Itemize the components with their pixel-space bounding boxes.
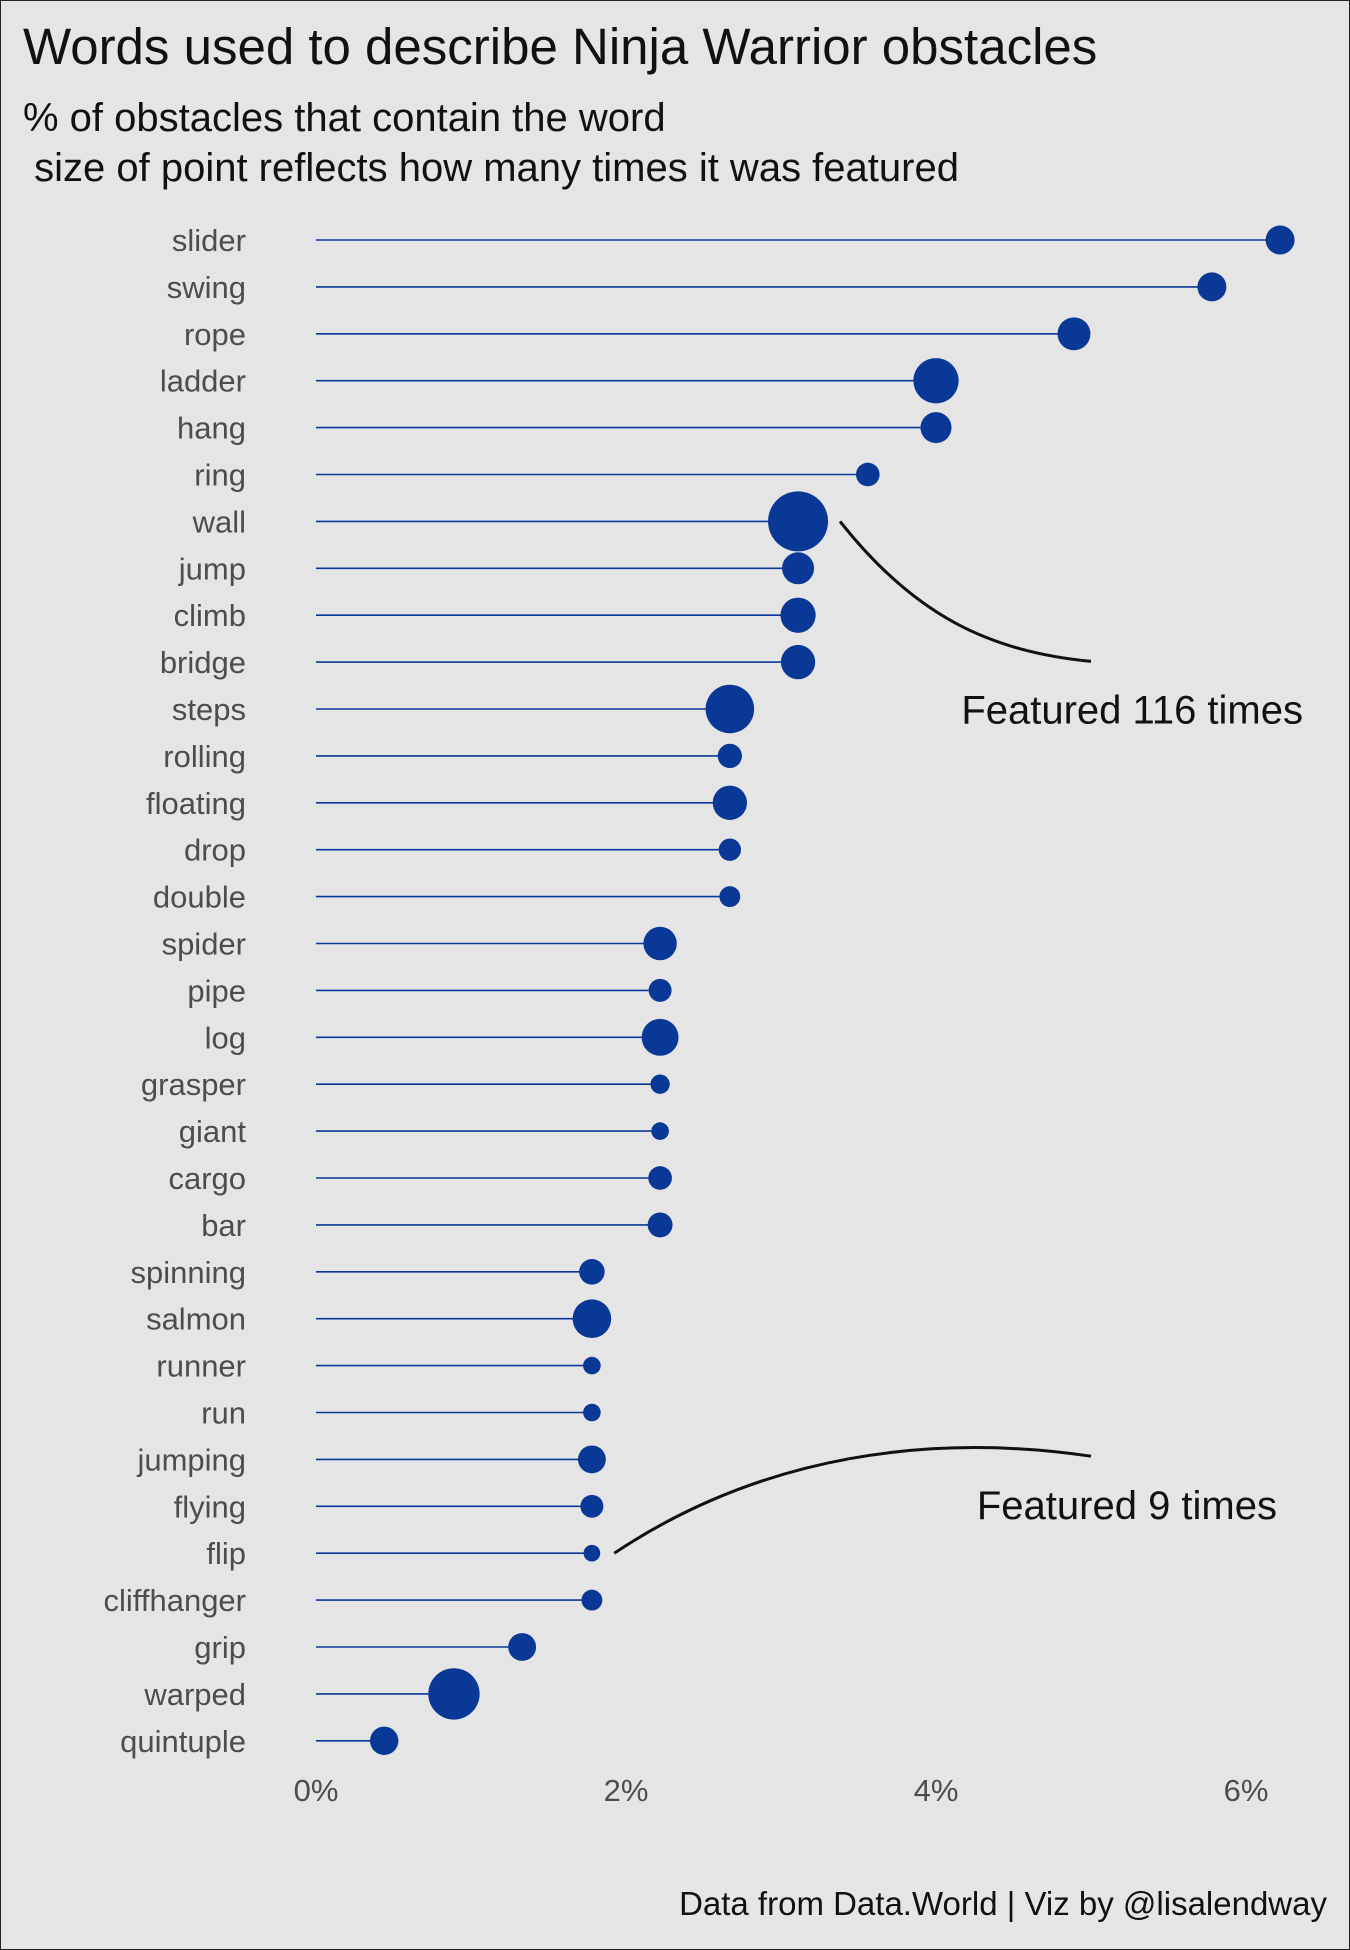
- x-tick-label: 6%: [1224, 1773, 1269, 1808]
- annotation-label: Featured 9 times: [977, 1484, 1277, 1528]
- category-label: warped: [143, 1677, 246, 1712]
- category-label: climb: [174, 598, 246, 633]
- lollipop-point: [782, 552, 815, 585]
- category-label: flip: [206, 1536, 246, 1571]
- lollipop-point: [855, 462, 880, 487]
- category-label: drop: [184, 833, 246, 868]
- lollipop-point: [583, 1544, 601, 1562]
- category-label: swing: [167, 270, 246, 305]
- category-label: grip: [194, 1630, 246, 1665]
- lollipop-point: [428, 1668, 480, 1720]
- category-label: ladder: [160, 364, 246, 399]
- category-label: log: [205, 1020, 246, 1055]
- lollipop-point: [369, 1726, 399, 1756]
- lollipop-point: [768, 491, 829, 552]
- category-label: ring: [194, 458, 246, 493]
- lollipop-point: [641, 1018, 679, 1056]
- lollipop-point: [1197, 272, 1227, 302]
- category-label: jumping: [136, 1442, 246, 1477]
- category-label: floating: [146, 786, 246, 821]
- category-label: run: [201, 1396, 246, 1431]
- lollipop-point: [651, 1122, 669, 1140]
- category-label: giant: [179, 1114, 247, 1149]
- chart-subtitle: % of obstacles that contain the word siz…: [23, 96, 959, 190]
- category-label: rope: [184, 317, 246, 352]
- lollipop-point: [780, 597, 816, 633]
- category-label: pipe: [187, 973, 246, 1008]
- category-label: quintuple: [120, 1724, 246, 1759]
- lollipop-point: [717, 743, 742, 769]
- category-label: grasper: [141, 1067, 246, 1102]
- category-label: spider: [162, 927, 246, 962]
- category-label: hang: [177, 411, 246, 446]
- annotation-curve: [838, 520, 1092, 663]
- annotation-label: Featured 116 times: [961, 688, 1303, 732]
- category-label: double: [153, 880, 246, 915]
- lollipop-point: [580, 1494, 604, 1518]
- category-label: wall: [192, 504, 246, 539]
- lollipop-point: [1265, 225, 1295, 255]
- category-label: bar: [201, 1208, 246, 1243]
- x-tick-label: 2%: [604, 1773, 649, 1808]
- chart-title: Words used to describe Ninja Warrior obs…: [23, 18, 1098, 75]
- category-label: cargo: [168, 1161, 246, 1196]
- lollipop-point: [648, 1166, 672, 1190]
- category-label: salmon: [146, 1302, 246, 1337]
- lollipop-point: [719, 886, 741, 908]
- lollipop-point: [650, 1074, 670, 1094]
- annotation-curve: [613, 1446, 1092, 1555]
- lollipop-point: [920, 412, 952, 444]
- lollipop-point: [648, 978, 672, 1002]
- category-label: rolling: [163, 739, 246, 774]
- lollipop-point: [718, 838, 741, 861]
- lollipop-point: [583, 1403, 601, 1422]
- lollipop-point: [508, 1633, 537, 1661]
- lollipop-point: [705, 684, 755, 734]
- lollipop-point: [1057, 317, 1091, 351]
- lollipop-point: [583, 1356, 601, 1375]
- x-tick-label: 0%: [294, 1773, 339, 1808]
- category-label: steps: [172, 692, 246, 727]
- lollipop-point: [643, 926, 677, 961]
- lollipop-point: [780, 644, 816, 680]
- category-label: bridge: [160, 645, 246, 680]
- lollipop-point: [913, 358, 959, 404]
- category-label: slider: [172, 223, 246, 258]
- category-label: flying: [174, 1489, 246, 1524]
- category-label: jump: [178, 551, 246, 586]
- lollipop-point: [579, 1259, 605, 1285]
- lollipop-point: [647, 1212, 673, 1238]
- lollipop-point: [577, 1445, 606, 1474]
- lollipop-point: [581, 1589, 603, 1611]
- x-tick-label: 4%: [914, 1773, 959, 1808]
- category-label: spinning: [131, 1255, 246, 1290]
- category-label: cliffhanger: [104, 1583, 246, 1618]
- category-label: runner: [156, 1349, 246, 1384]
- chart-caption: Data from Data.World | Viz by @lisalendw…: [679, 1885, 1327, 1922]
- lollipop-point: [572, 1299, 612, 1338]
- lollipop-point: [712, 785, 748, 820]
